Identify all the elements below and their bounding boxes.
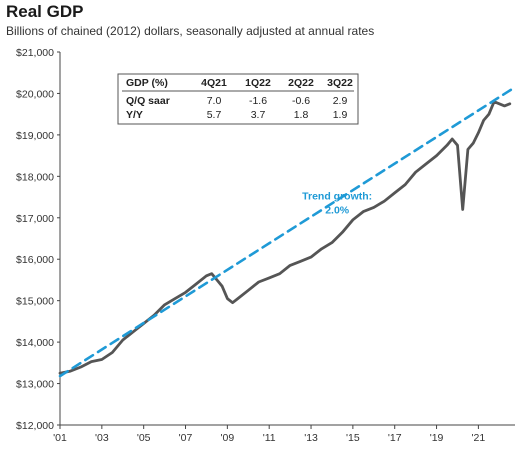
- x-tick-label: '07: [179, 432, 193, 444]
- stats-table-box: [117, 73, 359, 125]
- x-tick-label: '09: [221, 432, 235, 444]
- x-tick-label: '03: [95, 432, 109, 444]
- x-tick-label: '11: [263, 432, 276, 444]
- x-tick-label: '15: [346, 432, 360, 444]
- chart-title: Real GDP: [6, 2, 84, 21]
- y-tick-label: $15,000: [16, 296, 54, 308]
- y-tick-label: $18,000: [16, 171, 54, 183]
- x-tick-label: '01: [53, 432, 67, 444]
- table-value-cell: -0.6: [292, 95, 310, 107]
- table-header-cell: 1Q22: [245, 77, 271, 89]
- y-tick-label: $13,000: [16, 379, 54, 391]
- trend-growth-value: 2.0%: [325, 204, 350, 216]
- table-value-cell: -1.6: [249, 95, 267, 107]
- x-tick-label: '19: [430, 432, 444, 444]
- table-value-cell: 2.9: [333, 95, 348, 107]
- table-header-cell: 4Q21: [201, 77, 227, 89]
- table-value-cell: 1.9: [333, 109, 348, 121]
- y-tick-label: $17,000: [16, 213, 54, 225]
- y-tick-label: $14,000: [16, 337, 54, 349]
- y-tick-label: $12,000: [16, 420, 54, 432]
- y-tick-label: $21,000: [16, 47, 54, 59]
- chart-subtitle: Billions of chained (2012) dollars, seas…: [6, 24, 375, 38]
- x-tick-label: '21: [472, 432, 486, 444]
- x-tick-label: '05: [137, 432, 151, 444]
- table-row-label: Q/Q saar: [126, 95, 170, 107]
- y-tick-label: $19,000: [16, 130, 54, 142]
- table-value-cell: 3.7: [251, 109, 266, 121]
- table-row-label: Y/Y: [126, 109, 143, 121]
- table-value-cell: 5.7: [207, 109, 222, 121]
- table-header-cell: 2Q22: [288, 77, 314, 89]
- x-tick-label: '13: [304, 432, 318, 444]
- table-header-cell: 3Q22: [327, 77, 353, 89]
- x-tick-label: '17: [388, 432, 402, 444]
- table-value-cell: 1.8: [294, 109, 309, 121]
- y-tick-label: $16,000: [16, 254, 54, 266]
- trend-line: [58, 85, 517, 378]
- table-value-cell: 7.0: [207, 95, 222, 107]
- y-tick-label: $20,000: [16, 88, 54, 100]
- trend-growth-label: Trend growth:: [302, 190, 372, 202]
- table-header-cell: GDP (%): [126, 77, 168, 89]
